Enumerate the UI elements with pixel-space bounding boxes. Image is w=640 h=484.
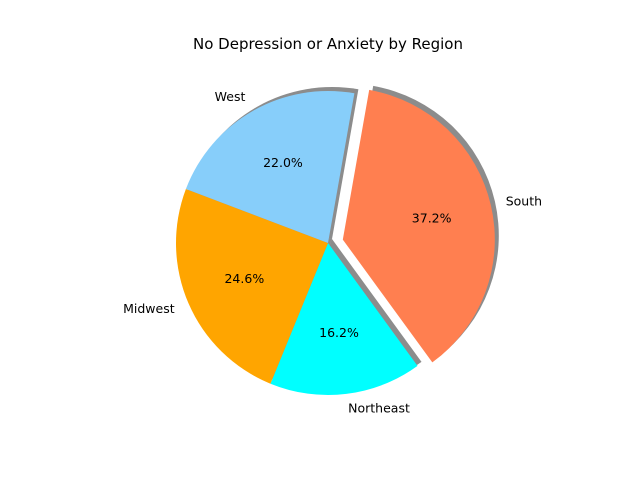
slice-label-west: West: [215, 89, 246, 104]
slice-percent-west: 22.0%: [263, 155, 303, 170]
slice-percent-northeast: 16.2%: [319, 325, 359, 340]
slice-percent-south: 37.2%: [412, 210, 452, 225]
pie-slice-midwest: [176, 189, 328, 384]
slice-label-midwest: Midwest: [123, 301, 175, 316]
pie-slice-west: [185, 90, 355, 243]
pie-slice-layer: [176, 89, 495, 395]
pie-slice-northeast: [270, 243, 418, 395]
slice-label-northeast: Northeast: [348, 400, 410, 415]
pie-label-layer: South 37.2% Northeast 16.2% Midwest 24.6% West…: [123, 89, 542, 415]
pie-slice-south: [342, 89, 495, 363]
chart-title: No Depression or Anxiety by Region: [193, 35, 463, 53]
slice-label-south: South: [506, 193, 542, 208]
slice-percent-midwest: 24.6%: [224, 271, 264, 286]
